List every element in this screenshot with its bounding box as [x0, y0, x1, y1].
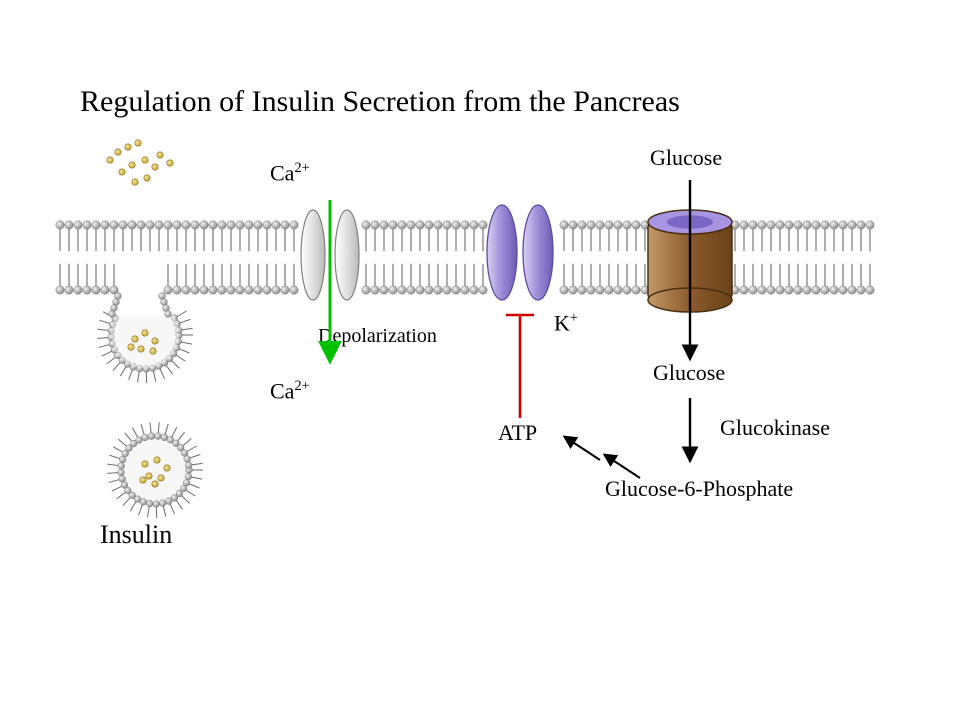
label-glucose-extracellular: Glucose	[650, 145, 722, 171]
label-ca2-bot-base: Ca	[270, 378, 294, 403]
label-g6p: Glucose-6-Phosphate	[605, 476, 793, 502]
label-glut2: GLUT-2	[666, 265, 708, 279]
label-ca2-top: Ca2+	[270, 160, 310, 186]
diagram-stage: { "title": "Regulation of Insulin Secret…	[0, 0, 960, 720]
arrow-g6p-atp-2	[565, 437, 600, 460]
glut2-transporter	[648, 210, 732, 312]
k-channel	[487, 205, 553, 300]
label-ca2-bot-sup: 2+	[294, 378, 309, 394]
label-ca2-top-sup: 2+	[294, 160, 309, 176]
arrow-g6p-atp-1	[605, 455, 640, 478]
insulin-vesicles	[97, 293, 203, 518]
label-glucokinase: Glucokinase	[720, 415, 830, 441]
label-insulin: Insulin	[100, 520, 172, 550]
label-depolarization: Depolarization	[318, 325, 437, 348]
membrane	[56, 221, 874, 294]
ca-channel	[301, 210, 359, 300]
released-insulin	[107, 140, 173, 185]
label-ca2-bot: Ca2+	[270, 378, 310, 404]
label-glucose-intracellular: Glucose	[653, 360, 725, 386]
label-ca2-top-base: Ca	[270, 160, 294, 185]
label-k-plus-sup: +	[570, 310, 578, 326]
label-k-plus: K+	[554, 310, 578, 336]
label-atp: ATP	[498, 420, 537, 446]
title: Regulation of Insulin Secretion from the…	[80, 85, 680, 119]
label-k-plus-base: K	[554, 310, 570, 335]
